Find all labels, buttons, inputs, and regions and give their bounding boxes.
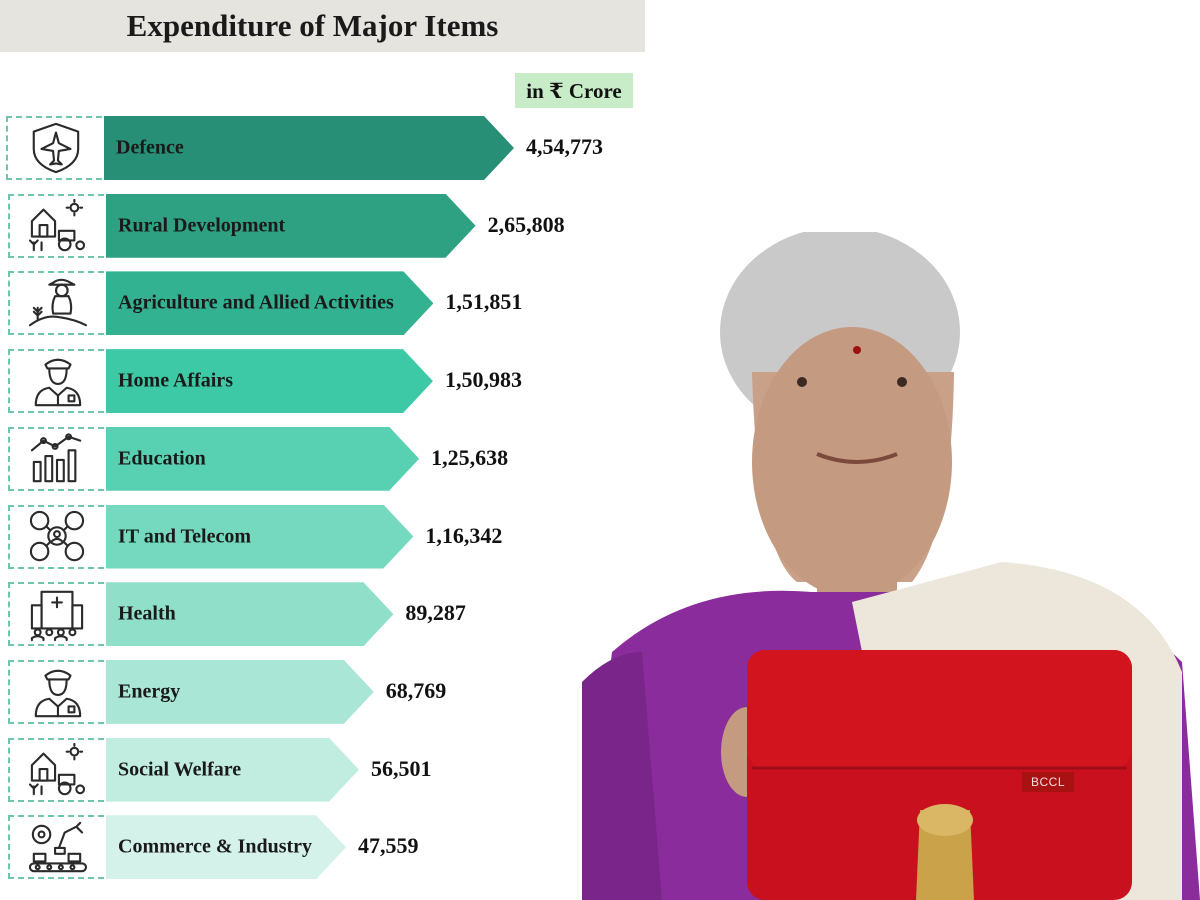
row-icon-box bbox=[8, 737, 104, 802]
shield-jet-icon bbox=[32, 122, 80, 174]
category-label: Home Affairs bbox=[118, 369, 233, 392]
finance-minister-photo bbox=[582, 232, 1200, 900]
category-label: Energy bbox=[118, 680, 181, 703]
bar-chart-icon bbox=[30, 433, 82, 483]
house-tractor-icon bbox=[28, 198, 86, 251]
row-icon-box bbox=[8, 426, 104, 491]
row-icon-box bbox=[6, 116, 102, 180]
value-label: 2,65,808 bbox=[487, 211, 565, 237]
category-label: Health bbox=[118, 602, 176, 625]
value-label: 47,559 bbox=[358, 833, 419, 859]
value-label: 1,51,851 bbox=[445, 289, 523, 315]
value-label: 1,50,983 bbox=[444, 367, 522, 393]
bar: Education bbox=[106, 427, 419, 491]
row-icon-box bbox=[8, 271, 104, 336]
value-label: 1,16,342 bbox=[425, 522, 503, 548]
bar: Defence bbox=[104, 116, 514, 180]
row-icon-box bbox=[8, 815, 104, 880]
bar: Rural Development bbox=[106, 194, 476, 258]
category-label: Rural Development bbox=[118, 214, 286, 237]
value-label: 56,501 bbox=[370, 755, 432, 781]
right-eye bbox=[897, 377, 907, 387]
value-label: 4,54,773 bbox=[526, 134, 603, 159]
bccl-badge: BCCL bbox=[1022, 772, 1074, 792]
factory-robot-arm-icon bbox=[28, 822, 88, 873]
bar: Home Affairs bbox=[106, 349, 433, 413]
bar: Commerce & Industry bbox=[106, 815, 346, 879]
category-label: IT and Telecom bbox=[118, 525, 251, 547]
category-label: Agriculture and Allied Activities bbox=[118, 291, 394, 314]
value-label: 1,25,638 bbox=[431, 444, 509, 470]
briefcase-flap bbox=[747, 650, 1132, 768]
chart-title: Expenditure of Major Items bbox=[126, 8, 499, 43]
row-icon-box bbox=[8, 193, 104, 258]
category-label: Social Welfare bbox=[118, 758, 242, 781]
value-label: 89,287 bbox=[405, 600, 466, 626]
bar: Energy bbox=[106, 660, 374, 724]
bar: Health bbox=[106, 582, 393, 646]
chart-title-bar: Expenditure of Major Items bbox=[0, 0, 645, 52]
row-icon-box bbox=[8, 349, 104, 414]
row-icon-box bbox=[8, 504, 104, 569]
house-tractor-icon bbox=[28, 742, 86, 795]
farmer-icon bbox=[28, 279, 88, 327]
unit-badge: in ₹ Crore bbox=[515, 73, 633, 108]
bindi bbox=[853, 346, 861, 354]
left-eye bbox=[797, 377, 807, 387]
officer-icon bbox=[34, 358, 82, 407]
row-icon-box bbox=[8, 659, 104, 724]
smile bbox=[816, 452, 898, 464]
left-arm bbox=[582, 652, 662, 900]
officer-icon bbox=[34, 669, 82, 718]
hospital-building-icon bbox=[30, 590, 84, 642]
category-label: Education bbox=[118, 447, 206, 470]
value-label: 68,769 bbox=[385, 677, 447, 703]
emblem-top bbox=[917, 804, 973, 836]
row-icon-box bbox=[8, 582, 104, 647]
bar: IT and Telecom bbox=[106, 505, 413, 569]
bar: Agriculture and Allied Activities bbox=[106, 271, 433, 335]
category-label: Commerce & Industry bbox=[118, 835, 313, 858]
bar: Social Welfare bbox=[106, 738, 359, 802]
network-users-icon bbox=[29, 510, 85, 561]
category-label: Defence bbox=[116, 136, 184, 159]
